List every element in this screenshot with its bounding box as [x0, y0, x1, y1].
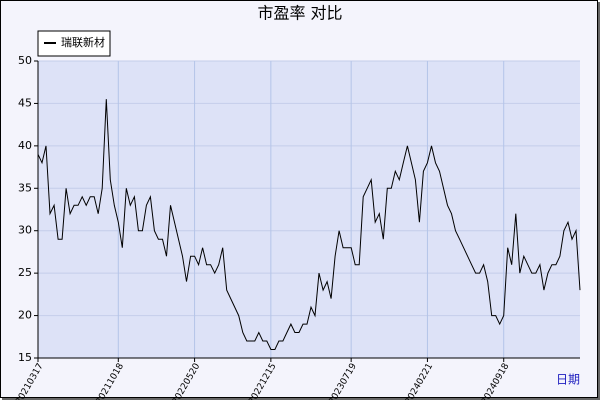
line — [37, 99, 581, 350]
y-tick-label: 20 — [18, 309, 32, 322]
shadow — [598, 2, 600, 400]
x-axis-title: 日期 — [556, 373, 580, 387]
y-tick-label: 45 — [18, 96, 32, 109]
y-tick-label: 40 — [18, 139, 32, 152]
plot-area — [38, 61, 580, 358]
y-tick-label: 15 — [18, 351, 32, 364]
y-tick-label: 30 — [18, 224, 32, 237]
y-tick-label: 25 — [18, 266, 32, 279]
shadow — [2, 398, 600, 400]
y-tick-label: 35 — [18, 181, 32, 194]
chart-title: 市盈率 对比 — [257, 4, 342, 23]
y-tick-label: 50 — [18, 54, 32, 67]
legend-label: 瑞联新材 — [61, 35, 105, 49]
